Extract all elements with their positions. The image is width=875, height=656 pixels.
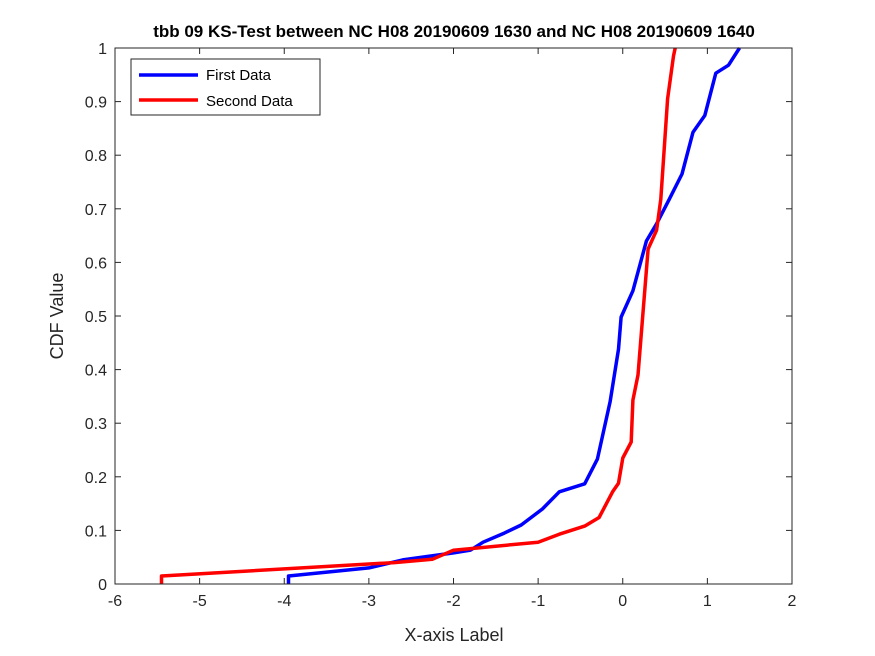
y-tick-label: 0.8 xyxy=(85,148,107,165)
y-tick-label: 0.6 xyxy=(85,255,107,272)
x-tick-label: -5 xyxy=(193,593,207,610)
series-line-first-data xyxy=(286,47,741,584)
legend-box xyxy=(130,58,321,116)
y-tick-label: 0.7 xyxy=(85,202,107,219)
y-tick-label: 0 xyxy=(98,577,107,594)
series-line-second-data xyxy=(159,47,677,584)
legend-label-second-data: Second Data xyxy=(206,93,293,110)
x-tick-label: 1 xyxy=(703,593,712,610)
chart-title: tbb 09 KS-Test between NC H08 20190609 1… xyxy=(153,22,755,41)
y-tick-label: 0.5 xyxy=(85,309,107,326)
y-tick-label: 0.1 xyxy=(85,523,107,540)
legend-label-first-data: First Data xyxy=(206,67,272,84)
y-tick-label: 0.4 xyxy=(85,363,107,380)
y-axis-label: CDF Value xyxy=(47,273,67,360)
ticks-layer: -6 -5 -4 -3 -2 -1 0 1 2 0 0.1 0.2 0.3 0.4 0.5 0.6 0.7 0.8… xyxy=(85,41,797,610)
x-tick-label: -4 xyxy=(277,593,291,610)
series-layer xyxy=(159,47,741,584)
y-tick-label: 0.2 xyxy=(85,470,107,487)
y-tick-label: 0.9 xyxy=(85,95,107,112)
x-tick-label: -6 xyxy=(108,593,122,610)
x-tick-label: -1 xyxy=(531,593,545,610)
x-tick-label: 2 xyxy=(788,593,797,610)
x-tick-label: -3 xyxy=(362,593,376,610)
legend: First Data Second Data xyxy=(130,58,321,116)
plot-area xyxy=(115,48,792,584)
x-tick-label: -2 xyxy=(446,593,460,610)
x-axis-label: X-axis Label xyxy=(404,625,503,645)
y-tick-label: 0.3 xyxy=(85,416,107,433)
y-tick-label: 1 xyxy=(98,41,107,58)
x-tick-label: 0 xyxy=(618,593,627,610)
